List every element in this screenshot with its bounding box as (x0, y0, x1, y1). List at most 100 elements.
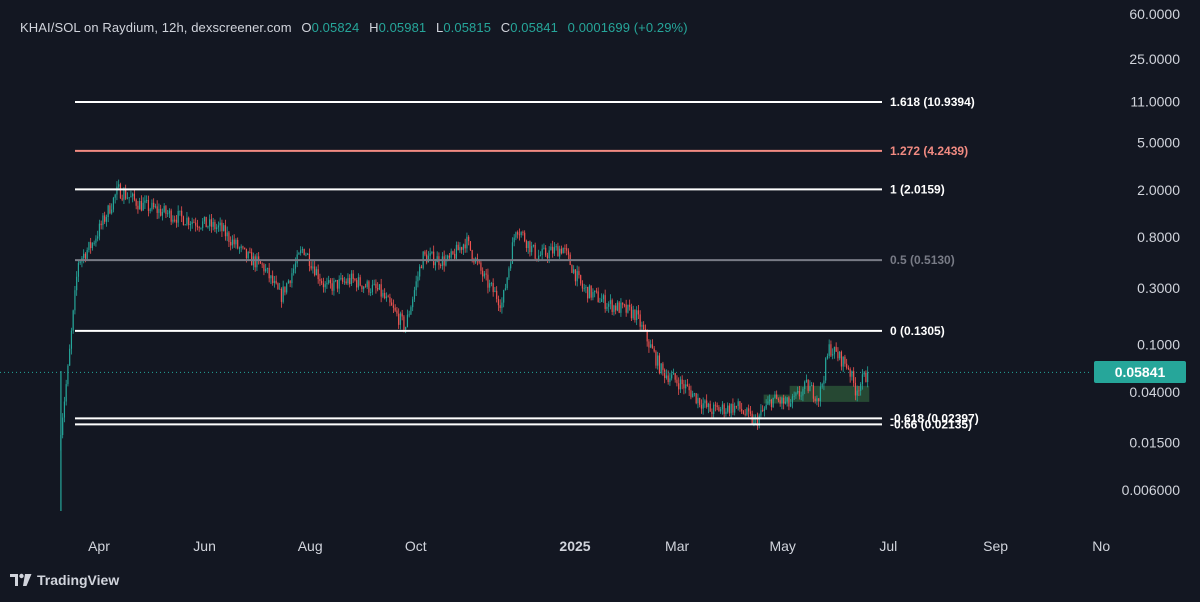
candle-body (597, 291, 599, 303)
candle-body (760, 410, 762, 416)
candle-body (828, 344, 830, 356)
candle-body (403, 316, 405, 330)
candle-body (566, 248, 568, 251)
candle-body (793, 395, 795, 397)
candle-body (692, 393, 694, 398)
candle-body (534, 244, 536, 259)
candle-body (588, 285, 591, 299)
candle-body (650, 344, 652, 348)
chart-header: KHAI/SOL on Raydium, 12h, dexscreener.co… (20, 20, 688, 35)
candle-body (657, 355, 659, 366)
candle-body (762, 410, 764, 412)
candle-body (665, 375, 668, 378)
candle-body (704, 400, 706, 404)
candle-body (235, 239, 237, 245)
candle-body (772, 397, 774, 408)
candle-body (226, 232, 228, 237)
candle-body (377, 288, 379, 290)
candle-body (249, 251, 251, 253)
candle-body (548, 250, 550, 259)
candle-body (132, 193, 134, 197)
candle-body (396, 310, 398, 314)
candle-body (522, 232, 524, 234)
candle-body (781, 397, 783, 404)
candle-body (802, 388, 804, 396)
candle-body (466, 236, 468, 249)
candle-body (816, 398, 818, 401)
candle-body (142, 202, 144, 211)
candle-body (426, 254, 428, 263)
candle-body (151, 202, 153, 210)
price-axis[interactable]: 60.0000 25.0000 11.0000 5.0000 2.0000 0.8000 0… (1122, 6, 1181, 498)
candle-body (356, 280, 358, 288)
candle-body (146, 200, 148, 201)
open-label: O (301, 20, 312, 35)
candle-body (174, 219, 176, 221)
candle-body (216, 227, 218, 230)
candle-body (247, 251, 249, 259)
candle-body (342, 277, 344, 282)
candle-body (595, 290, 598, 292)
candle-body (335, 280, 337, 281)
candle-body (513, 237, 515, 243)
fib-levels[interactable]: 1.618 (10.9394) 1.272 (4.2439) 1 (2.0159) 0… (75, 95, 979, 431)
candle-body (233, 239, 235, 245)
candle-body (748, 408, 750, 412)
y-tick-label: 0.8000 (1137, 229, 1180, 245)
x-tick-label: Aug (298, 538, 323, 554)
candle-body (434, 262, 437, 266)
candle-body (88, 242, 90, 251)
candle-body (492, 283, 494, 293)
candle-body (714, 404, 717, 406)
x-tick-label: Oct (405, 538, 427, 554)
candle-body (347, 278, 349, 284)
candle-body (606, 306, 608, 309)
tradingview-logo[interactable]: TradingView (10, 572, 119, 588)
candle-body (265, 268, 267, 272)
candle-body (620, 302, 622, 313)
candle-body (856, 390, 858, 396)
candle-body (135, 199, 137, 206)
candle-body (182, 216, 185, 226)
symbol-title[interactable]: KHAI/SOL on Raydium, 12h, dexscreener.co… (20, 20, 292, 35)
candle-body (580, 275, 582, 284)
candle-body (154, 206, 157, 208)
candle-body (373, 283, 375, 285)
candle-body (196, 225, 199, 228)
candle-body (718, 407, 720, 412)
candle-body (700, 404, 703, 409)
candle-body (275, 280, 277, 284)
candle-body (686, 384, 689, 387)
candle-body (457, 244, 459, 251)
candle-body (739, 401, 741, 409)
candle-body (130, 196, 132, 198)
candle-body (63, 401, 66, 418)
candle-body (371, 284, 374, 293)
candle-body (602, 295, 605, 300)
candle-body (643, 324, 645, 329)
candle-body (210, 219, 213, 227)
candle-body (328, 280, 330, 283)
candle-body (259, 259, 262, 264)
candle-body (809, 385, 811, 392)
candle-body (391, 302, 393, 306)
candle-body (767, 401, 769, 405)
candle-body (310, 266, 312, 269)
candle-body (825, 358, 827, 381)
candle-body (818, 398, 820, 401)
fib-label: 0.5 (0.5130) (890, 253, 955, 267)
candle-body (198, 227, 200, 229)
time-axis[interactable]: Apr Jun Aug Oct 2025 Mar May Jul Sep No (88, 538, 1110, 554)
candle-body (331, 283, 333, 291)
candle-body (651, 344, 654, 349)
candle-body (560, 248, 563, 254)
candle-body (546, 255, 549, 259)
candle-body (788, 397, 790, 407)
candle-body (305, 254, 307, 256)
candle-body (163, 206, 165, 212)
candle-body (237, 239, 239, 249)
candle-body (737, 401, 739, 407)
candle-body (464, 244, 466, 249)
candle-body (440, 265, 442, 266)
